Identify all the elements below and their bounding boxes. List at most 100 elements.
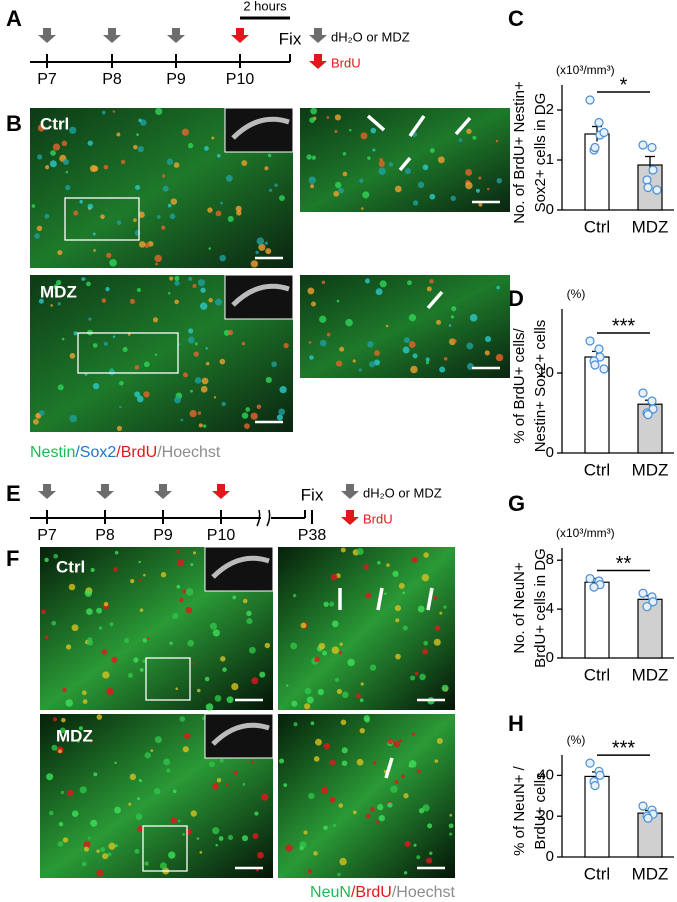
cell — [441, 684, 449, 692]
cell — [192, 551, 197, 555]
cell — [176, 550, 180, 554]
cell — [79, 199, 83, 204]
cell — [106, 687, 114, 696]
cell — [114, 806, 121, 814]
cell — [174, 275, 180, 281]
cell — [411, 556, 418, 563]
cell — [425, 357, 430, 362]
cell — [220, 656, 226, 662]
micrograph — [278, 714, 455, 878]
cell — [208, 298, 213, 303]
cell — [109, 622, 114, 627]
cell — [215, 210, 222, 217]
unit-label: (%) — [567, 733, 586, 747]
axis-break — [256, 509, 271, 527]
cell — [227, 215, 234, 222]
cell — [218, 836, 224, 841]
cell — [257, 851, 264, 859]
day-label: P38 — [298, 527, 327, 544]
cell — [138, 560, 141, 564]
cell — [244, 423, 250, 430]
cell — [139, 667, 144, 672]
y-tick-label: 2 — [546, 101, 554, 118]
cell — [242, 598, 248, 604]
cell — [62, 687, 67, 693]
cell — [34, 233, 40, 239]
cell — [390, 785, 398, 794]
arrow-marker — [454, 116, 472, 136]
cell — [136, 133, 139, 137]
cell — [57, 250, 63, 256]
cell — [174, 396, 181, 404]
micrograph — [278, 547, 455, 710]
cell — [338, 803, 343, 808]
cell — [200, 287, 206, 293]
cell — [55, 279, 62, 286]
cell — [330, 573, 338, 581]
data-point — [599, 127, 609, 138]
cell — [119, 405, 122, 409]
condition-label: MDZ — [40, 282, 77, 301]
cell — [472, 135, 477, 140]
cell — [93, 249, 96, 252]
zoom-box — [77, 332, 179, 374]
cell — [65, 644, 72, 650]
cell — [387, 738, 394, 745]
cell — [101, 649, 108, 655]
cell — [256, 237, 265, 245]
cell — [31, 204, 36, 208]
cell — [205, 703, 214, 711]
cell — [124, 638, 130, 644]
cell — [232, 595, 237, 600]
cell — [337, 187, 344, 194]
arrow-icon — [231, 28, 249, 43]
cell — [375, 288, 383, 296]
cell — [359, 178, 364, 183]
cell — [51, 744, 58, 751]
cell — [403, 871, 408, 875]
cell — [36, 413, 41, 418]
zoom-box — [64, 197, 140, 241]
panel-label: E — [6, 481, 21, 506]
cell — [321, 280, 326, 285]
y-tick-label: 4 — [546, 600, 554, 617]
arrow-icon — [309, 28, 327, 43]
cell — [362, 191, 370, 199]
cell — [207, 207, 213, 213]
cell — [177, 819, 181, 823]
x-tick-label: MDZ — [632, 460, 669, 479]
cell — [310, 184, 315, 189]
cell — [261, 793, 269, 801]
data-point — [642, 602, 652, 612]
zoom-box — [142, 825, 188, 872]
cell — [341, 760, 348, 767]
cell — [142, 638, 148, 643]
cell — [323, 601, 329, 607]
cell — [439, 611, 443, 615]
cell — [87, 836, 91, 840]
cell — [234, 770, 239, 775]
cell — [495, 353, 504, 362]
cell — [352, 810, 357, 815]
cell — [212, 827, 220, 835]
cell — [405, 168, 411, 175]
cell — [367, 341, 374, 348]
cell — [172, 613, 179, 620]
cell — [197, 279, 206, 287]
cell — [205, 361, 210, 366]
inset-shape — [211, 722, 270, 746]
arrow-icon — [167, 28, 185, 43]
cell — [208, 247, 212, 250]
cell — [103, 601, 109, 607]
cell — [336, 360, 343, 367]
cell — [235, 205, 242, 212]
cell — [450, 315, 455, 319]
arrow-icon — [103, 28, 121, 43]
cell — [417, 181, 425, 189]
cell — [213, 396, 217, 399]
stain-name: Nestin — [30, 444, 75, 461]
cell — [168, 851, 176, 859]
cell — [429, 279, 434, 284]
stain-name: NeuN — [310, 884, 351, 901]
cell — [321, 786, 329, 795]
